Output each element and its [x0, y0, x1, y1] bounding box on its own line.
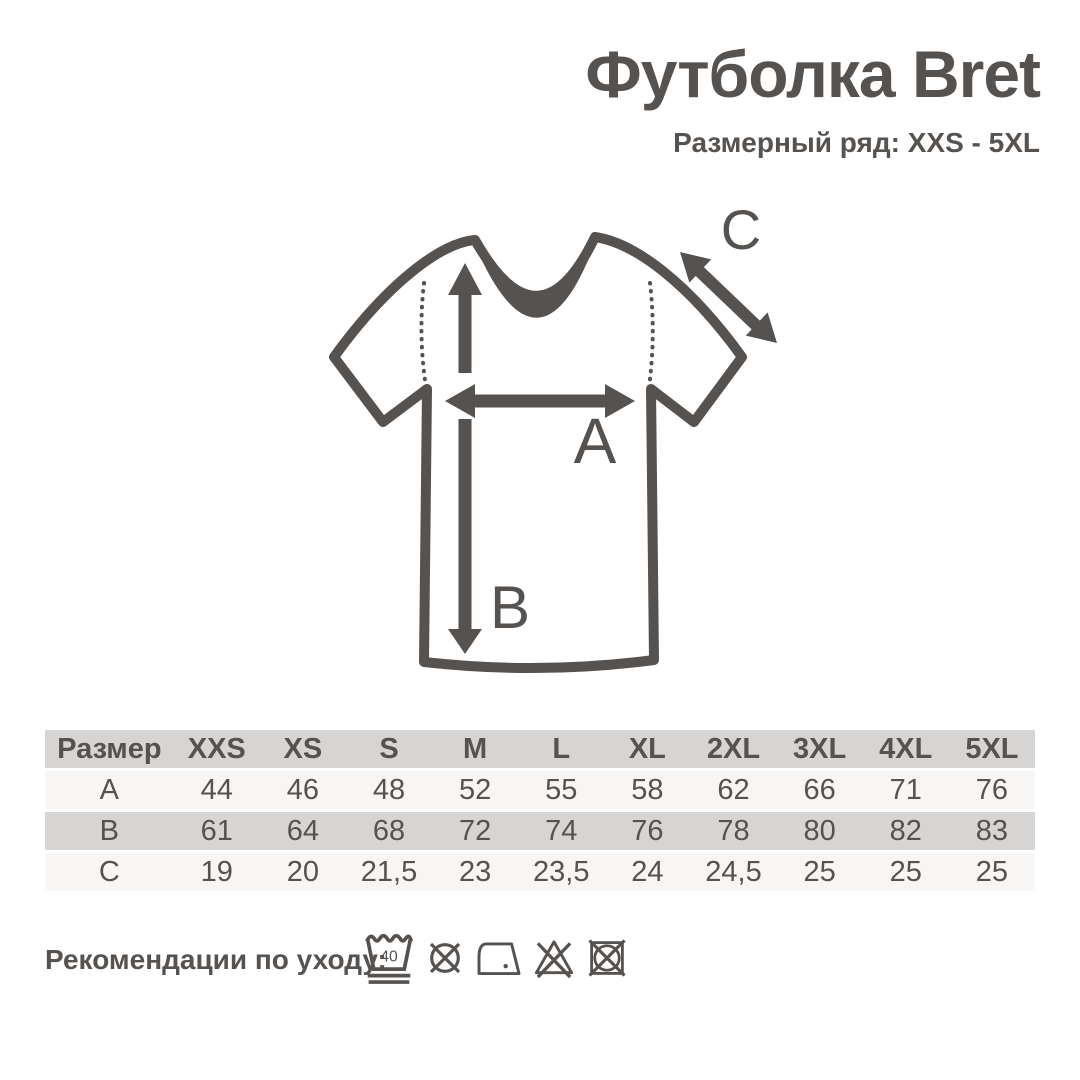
- cell: 24: [604, 853, 691, 891]
- collar: [473, 235, 597, 318]
- tshirt-measurement-diagram: A B C: [329, 198, 777, 674]
- do-not-dry-clean-icon: [429, 942, 461, 974]
- size-table-row-a: A 44 46 48 52 55 58 62 66 71 76: [45, 771, 1035, 809]
- size-table-header-m: M: [432, 730, 519, 768]
- size-table-row-b: B 61 64 68 72 74 76 78 80 82 83: [45, 812, 1035, 850]
- cell: 48: [345, 771, 433, 809]
- do-not-tumble-dry-icon: [588, 939, 626, 977]
- cell: 23: [432, 853, 519, 891]
- care-recommendations-label: Рекомендации по уходу:: [45, 944, 387, 975]
- wash-40-icon: 40: [365, 933, 414, 984]
- size-table-row-c: C 19 20 21,5 23 23,5 24 24,5 25 25 25: [45, 853, 1035, 891]
- care-icons: 40: [364, 929, 628, 987]
- cell: 52: [432, 771, 519, 809]
- cell: 66: [776, 771, 863, 809]
- cell: 21,5: [345, 853, 433, 891]
- cell: 25: [862, 853, 949, 891]
- cell: 80: [776, 812, 863, 850]
- cell: 72: [432, 812, 519, 850]
- do-not-bleach-icon: [534, 940, 574, 979]
- row-label: A: [45, 771, 174, 809]
- size-table-header-l: L: [518, 730, 605, 768]
- cell: 24,5: [690, 853, 777, 891]
- size-table: Размер XXS XS S M L XL 2XL 3XL 4XL 5XL A…: [45, 727, 1035, 894]
- measurement-label-b: B: [490, 574, 530, 641]
- size-table-header-xxs: XXS: [173, 730, 260, 768]
- cell: 74: [518, 812, 605, 850]
- cell: 20: [259, 853, 346, 891]
- size-table-header-s: S: [345, 730, 433, 768]
- size-table-header-xs: XS: [259, 730, 346, 768]
- cell: 19: [173, 853, 260, 891]
- size-table-header-4xl: 4XL: [862, 730, 949, 768]
- sleeve-arrow-c: [680, 252, 777, 343]
- cell: 68: [345, 812, 433, 850]
- cell: 64: [259, 812, 346, 850]
- length-arrow-upper: [448, 263, 482, 373]
- cell: 78: [690, 812, 777, 850]
- row-label: C: [45, 853, 174, 891]
- cell: 25: [948, 853, 1035, 891]
- size-table-header-3xl: 3XL: [776, 730, 863, 768]
- cell: 61: [173, 812, 260, 850]
- length-arrow-b: [448, 419, 482, 654]
- size-table-header-5xl: 5XL: [948, 730, 1035, 768]
- cell: 23,5: [518, 853, 605, 891]
- measurement-label-c: C: [721, 198, 761, 261]
- page-subtitle: Размерный ряд: XXS - 5XL: [673, 127, 1040, 158]
- cell: 83: [948, 812, 1035, 850]
- cell: 25: [776, 853, 863, 891]
- cell: 55: [518, 771, 605, 809]
- size-table-header-row: Размер XXS XS S M L XL 2XL 3XL 4XL 5XL: [45, 730, 1035, 768]
- cell: 82: [862, 812, 949, 850]
- cell: 46: [259, 771, 346, 809]
- cell: 71: [862, 771, 949, 809]
- size-table-header-xl: XL: [604, 730, 691, 768]
- row-label: B: [45, 812, 174, 850]
- cell: 76: [948, 771, 1035, 809]
- size-table-header-2xl: 2XL: [690, 730, 777, 768]
- size-table-header-size: Размер: [45, 730, 174, 768]
- iron-one-dot-icon: [477, 942, 521, 976]
- cell: 58: [604, 771, 691, 809]
- cell: 44: [173, 771, 260, 809]
- page-title: Футболка Bret: [585, 37, 1041, 111]
- wash-temperature-label: 40: [380, 949, 398, 966]
- cell: 62: [690, 771, 777, 809]
- cell: 76: [604, 812, 691, 850]
- measurement-label-a: A: [574, 405, 617, 477]
- width-arrow-a: [445, 384, 635, 418]
